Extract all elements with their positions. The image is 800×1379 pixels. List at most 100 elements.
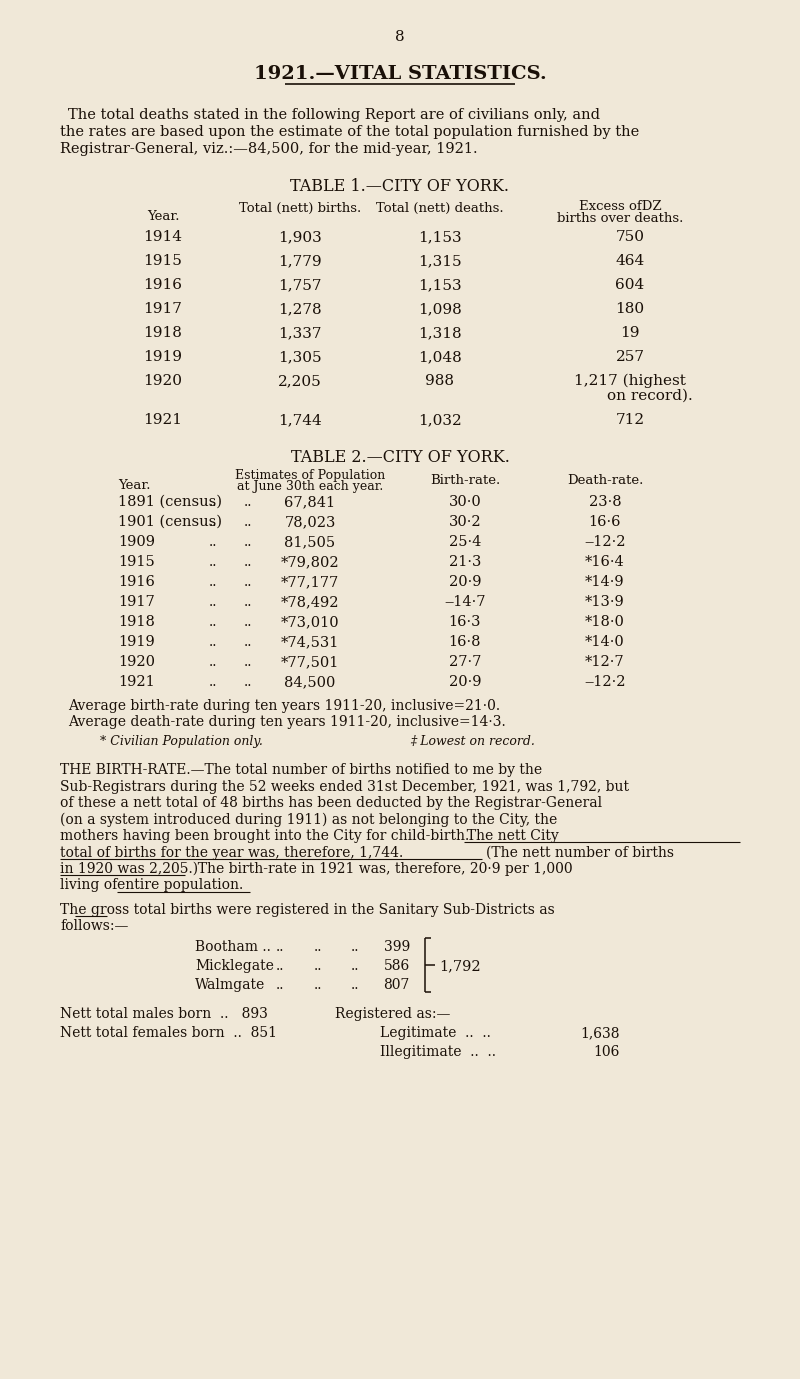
Text: 16·6: 16·6 [589, 514, 622, 530]
Text: 399: 399 [384, 940, 410, 954]
Text: TABLE 1.—CITY OF YORK.: TABLE 1.—CITY OF YORK. [290, 178, 510, 194]
Text: * Civilian Population only.: * Civilian Population only. [100, 735, 263, 747]
Text: Death-rate.: Death-rate. [567, 474, 643, 487]
Text: 78,023: 78,023 [284, 514, 336, 530]
Text: 67,841: 67,841 [285, 495, 335, 509]
Text: 30·2: 30·2 [449, 514, 482, 530]
Text: 1,638: 1,638 [581, 1026, 620, 1040]
Text: ..: .. [350, 940, 359, 954]
Text: ..: .. [209, 655, 218, 669]
Text: ..: .. [276, 978, 284, 992]
Text: Walmgate: Walmgate [195, 978, 266, 992]
Text: 1,315: 1,315 [418, 254, 462, 268]
Text: *73,010: *73,010 [281, 615, 339, 629]
Text: Excess ofǱ: Excess ofǱ [578, 200, 662, 212]
Text: Total (nett) births.: Total (nett) births. [239, 201, 361, 215]
Text: ..: .. [244, 514, 252, 530]
Text: total of births for the year was, therefore, 1,744.: total of births for the year was, theref… [60, 845, 403, 859]
Text: (on a system introduced during 1911) as not belonging to the City, the: (on a system introduced during 1911) as … [60, 812, 558, 827]
Text: ..: .. [244, 634, 252, 650]
Text: 16·8: 16·8 [449, 634, 482, 650]
Text: 1918: 1918 [143, 325, 182, 341]
Text: 1,153: 1,153 [418, 230, 462, 244]
Text: ..: .. [244, 594, 252, 610]
Text: Nett total females born  ..  851: Nett total females born .. 851 [60, 1026, 277, 1040]
Text: 1919: 1919 [118, 634, 154, 650]
Text: 1,318: 1,318 [418, 325, 462, 341]
Text: in 1920 was 2,205.): in 1920 was 2,205.) [60, 862, 198, 876]
Text: 257: 257 [615, 350, 645, 364]
Text: *16·4: *16·4 [585, 554, 625, 570]
Text: births over deaths.: births over deaths. [557, 212, 683, 225]
Text: 20·9: 20·9 [449, 674, 482, 690]
Text: 27·7: 27·7 [449, 655, 481, 669]
Text: 1917: 1917 [118, 594, 154, 610]
Text: Total (nett) deaths.: Total (nett) deaths. [376, 201, 504, 215]
Text: 1,153: 1,153 [418, 279, 462, 292]
Text: Micklegate: Micklegate [195, 958, 274, 974]
Text: Sub-Registrars during the 52 weeks ended 31st December, 1921, was 1,792, but: Sub-Registrars during the 52 weeks ended… [60, 779, 629, 793]
Text: 464: 464 [615, 254, 645, 268]
Text: 180: 180 [615, 302, 645, 316]
Text: Year.: Year. [146, 210, 179, 223]
Text: 1,779: 1,779 [278, 254, 322, 268]
Text: Legitimate  ..  ..: Legitimate .. .. [380, 1026, 491, 1040]
Text: ..: .. [276, 958, 284, 974]
Text: entire population.: entire population. [117, 878, 243, 892]
Text: 1,337: 1,337 [278, 325, 322, 341]
Text: 1915: 1915 [118, 554, 154, 570]
Text: 106: 106 [594, 1045, 620, 1059]
Text: ..: .. [209, 495, 218, 509]
Text: Registrar-General, viz.:—84,500, for the mid-year, 1921.: Registrar-General, viz.:—84,500, for the… [60, 142, 478, 156]
Text: living of: living of [60, 878, 118, 892]
Text: 1918: 1918 [118, 615, 155, 629]
Text: *12·7: *12·7 [585, 655, 625, 669]
Text: Registered as:—: Registered as:— [335, 1007, 450, 1020]
Text: 1921.—VITAL STATISTICS.: 1921.—VITAL STATISTICS. [254, 65, 546, 83]
Text: ..: .. [209, 575, 218, 589]
Text: The nett City: The nett City [458, 829, 558, 843]
Text: ..: .. [209, 615, 218, 629]
Text: ..: .. [350, 958, 359, 974]
Text: mothers having been brought into the City for child-birth.: mothers having been brought into the Cit… [60, 829, 470, 843]
Text: 1,048: 1,048 [418, 350, 462, 364]
Text: *77,177: *77,177 [281, 575, 339, 589]
Text: 988: 988 [426, 374, 454, 387]
Text: ..: .. [244, 575, 252, 589]
Text: ..: .. [314, 940, 322, 954]
Text: ‒14·7: ‒14·7 [444, 594, 486, 610]
Text: TABLE 2.—CITY OF YORK.: TABLE 2.—CITY OF YORK. [290, 450, 510, 466]
Text: *77,501: *77,501 [281, 655, 339, 669]
Text: 1,757: 1,757 [278, 279, 322, 292]
Text: Year.: Year. [118, 479, 150, 492]
Text: 19: 19 [620, 325, 640, 341]
Text: 1919: 1919 [143, 350, 182, 364]
Text: ..: .. [314, 958, 322, 974]
Text: ..: .. [244, 535, 252, 549]
Text: ..: .. [244, 674, 252, 690]
Text: Estimates of Population: Estimates of Population [235, 469, 385, 483]
Text: ‒12·2: ‒12·2 [584, 535, 626, 549]
Text: 16·3: 16·3 [449, 615, 482, 629]
Text: ..: .. [209, 634, 218, 650]
Text: 1,305: 1,305 [278, 350, 322, 364]
Text: at June 30th each year.: at June 30th each year. [237, 480, 383, 494]
Text: 1901 (census): 1901 (census) [118, 514, 222, 530]
Text: Average death-rate during ten years 1911-20, inclusive=14·3.: Average death-rate during ten years 1911… [68, 714, 506, 729]
Text: 1917: 1917 [143, 302, 182, 316]
Text: 750: 750 [615, 230, 645, 244]
Text: *18·0: *18·0 [585, 615, 625, 629]
Text: ..: .. [209, 514, 218, 530]
Text: ..: .. [209, 594, 218, 610]
Text: 604: 604 [615, 279, 645, 292]
Text: 21·3: 21·3 [449, 554, 481, 570]
Text: 1,792: 1,792 [439, 958, 481, 974]
Text: 1,098: 1,098 [418, 302, 462, 316]
Text: Nett total males born  ..   893: Nett total males born .. 893 [60, 1007, 268, 1020]
Text: 1920: 1920 [143, 374, 182, 387]
Text: the rates are based upon the estimate of the total population furnished by the: the rates are based upon the estimate of… [60, 125, 639, 139]
Text: ..: .. [350, 978, 359, 992]
Text: 20·9: 20·9 [449, 575, 482, 589]
Text: 1915: 1915 [143, 254, 182, 268]
Text: 30·0: 30·0 [449, 495, 482, 509]
